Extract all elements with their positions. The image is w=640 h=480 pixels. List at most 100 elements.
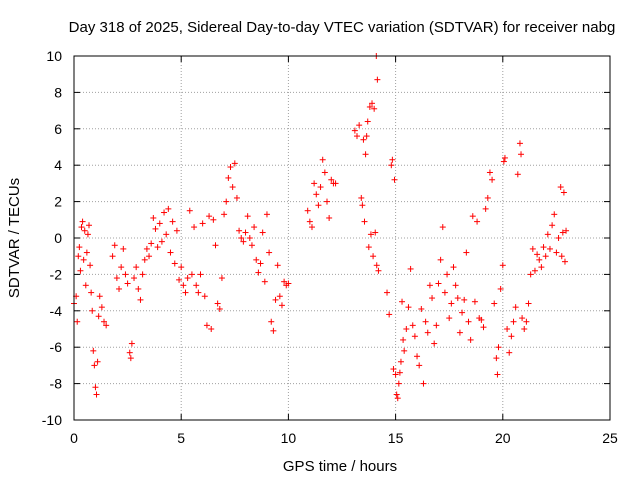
data-point <box>514 171 521 178</box>
data-point <box>448 300 455 307</box>
data-point <box>188 271 195 278</box>
data-point <box>495 344 502 351</box>
data-point <box>118 264 125 271</box>
data-point <box>216 305 223 312</box>
data-point <box>397 358 404 365</box>
data-point <box>546 245 553 252</box>
y-tick-label: 6 <box>54 121 62 137</box>
data-point <box>182 289 189 296</box>
data-point <box>255 269 262 276</box>
data-point <box>163 231 170 238</box>
data-point <box>242 229 249 236</box>
data-point <box>212 242 219 249</box>
data-point <box>120 245 127 252</box>
data-point <box>486 169 493 176</box>
data-point <box>311 180 318 187</box>
data-point <box>489 176 496 183</box>
data-point <box>193 282 200 289</box>
data-point <box>74 318 81 325</box>
data-point <box>197 271 204 278</box>
data-point <box>471 298 478 305</box>
data-point <box>81 227 88 234</box>
data-point <box>272 296 279 303</box>
data-point <box>135 285 142 292</box>
data-point <box>563 227 570 234</box>
data-point <box>521 326 528 332</box>
data-point <box>540 244 547 251</box>
data-point <box>399 298 406 305</box>
data-point <box>180 282 187 289</box>
data-point <box>82 282 89 289</box>
data-point <box>519 315 526 322</box>
data-point <box>420 380 427 387</box>
data-point <box>424 329 431 336</box>
data-point <box>137 296 144 303</box>
data-point <box>259 229 266 236</box>
data-point <box>435 280 442 287</box>
data-point <box>370 253 377 260</box>
data-point <box>484 194 491 201</box>
data-point <box>94 358 101 365</box>
data-point <box>210 216 217 223</box>
y-tick-label: 4 <box>54 157 62 173</box>
data-point <box>78 224 85 231</box>
data-point <box>143 245 150 252</box>
data-point <box>208 326 215 332</box>
data-point <box>506 349 513 356</box>
data-point <box>523 318 530 325</box>
data-point <box>459 309 466 316</box>
data-point <box>313 191 320 198</box>
data-point <box>248 242 255 249</box>
data-point <box>392 371 399 378</box>
data-point <box>394 395 401 402</box>
data-point <box>527 271 534 278</box>
data-point <box>133 264 140 271</box>
data-point <box>538 264 545 271</box>
data-point <box>529 245 536 252</box>
data-point <box>83 249 90 256</box>
data-point <box>478 316 485 323</box>
data-point <box>91 362 98 369</box>
data-point <box>508 333 515 340</box>
data-point <box>441 289 448 296</box>
data-point <box>469 213 476 220</box>
data-point <box>89 307 96 314</box>
y-tick-label: 0 <box>54 230 62 246</box>
data-point <box>218 275 225 282</box>
data-point <box>384 289 391 296</box>
data-point <box>372 229 379 236</box>
data-point <box>500 158 507 165</box>
data-point <box>128 340 135 347</box>
data-point <box>323 198 330 205</box>
data-point <box>542 253 549 260</box>
y-tick-label: 10 <box>46 48 62 64</box>
data-point <box>270 327 277 334</box>
data-point <box>555 235 562 241</box>
data-point <box>474 218 481 225</box>
y-tick-label: -8 <box>50 376 63 392</box>
data-point <box>393 391 400 398</box>
data-point <box>77 267 84 274</box>
y-tick-label: 2 <box>54 194 62 210</box>
data-point <box>93 391 100 398</box>
data-point <box>409 322 416 329</box>
data-point <box>463 249 470 256</box>
data-point <box>361 218 368 225</box>
data-point <box>169 218 176 225</box>
data-point <box>426 282 433 289</box>
data-point <box>401 347 408 354</box>
x-tick-label: 0 <box>70 430 78 446</box>
data-point <box>306 218 313 225</box>
axis-ticks: 0 5 10 15 20 25 -10 -8 -6 -4 -2 0 2 4 6 8 10 <box>42 48 618 446</box>
data-point <box>87 262 94 269</box>
data-point <box>122 271 129 278</box>
data-point <box>308 224 315 231</box>
data-point <box>501 154 508 161</box>
data-point <box>504 326 511 332</box>
data-point <box>365 244 372 251</box>
data-point <box>450 264 457 271</box>
data-point <box>544 231 551 238</box>
data-point <box>146 253 153 260</box>
data-point <box>375 267 382 274</box>
data-point <box>240 238 247 245</box>
